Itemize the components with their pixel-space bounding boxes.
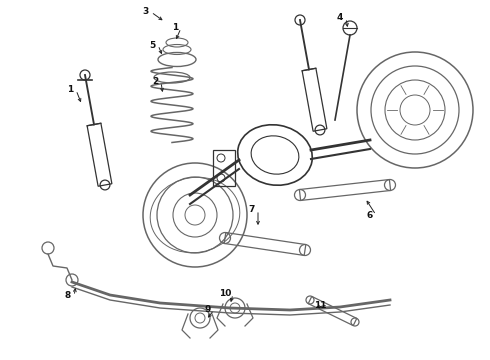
Text: 5: 5 xyxy=(149,40,155,49)
Text: 11: 11 xyxy=(314,301,326,310)
Text: 4: 4 xyxy=(337,13,343,22)
Text: 9: 9 xyxy=(205,306,211,315)
Text: 10: 10 xyxy=(219,289,231,298)
Text: 1: 1 xyxy=(67,85,73,94)
Text: 2: 2 xyxy=(152,77,158,86)
Text: 6: 6 xyxy=(367,211,373,220)
Text: 7: 7 xyxy=(249,206,255,215)
Text: 3: 3 xyxy=(142,8,148,17)
Text: 1: 1 xyxy=(172,23,178,32)
Text: 8: 8 xyxy=(65,292,71,301)
